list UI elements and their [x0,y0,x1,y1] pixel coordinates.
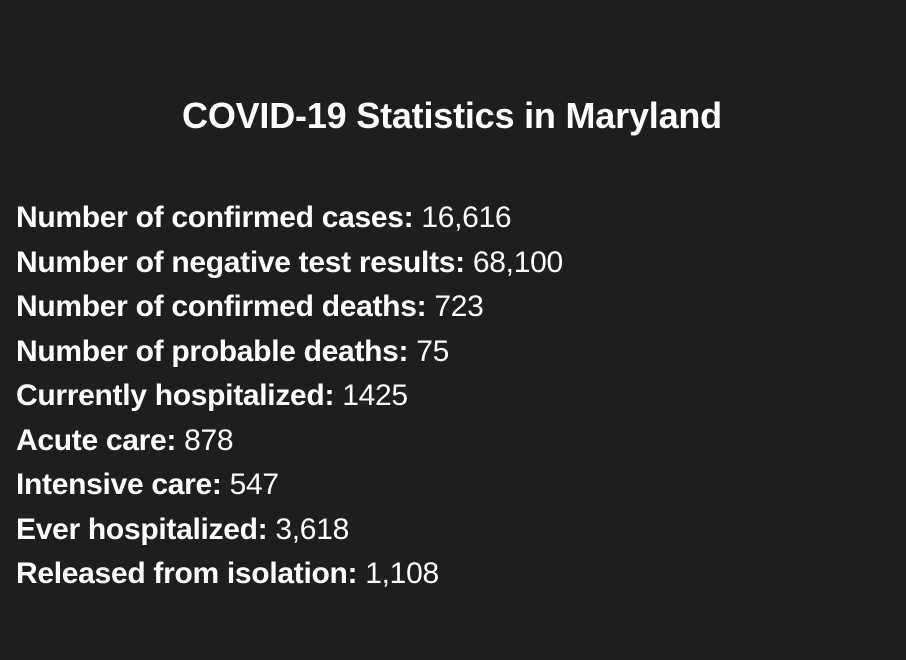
stat-label: Currently hospitalized: [16,379,335,412]
stat-label: Number of confirmed cases: [16,201,414,234]
stat-label: Intensive care: [16,468,222,501]
stat-value: 75 [416,334,450,368]
stat-label: Number of negative test results: [16,245,465,279]
stat-label: Ever hospitalized: [16,512,268,546]
stat-released-from-isolation: Released from isolation: 1,108 [16,552,563,597]
stat-label: Number of confirmed deaths: [16,290,427,323]
stat-ever-hospitalized: Ever hospitalized: 3,618 [16,508,563,553]
stat-intensive-care: Intensive care: 547 [16,463,563,508]
stat-label: Released from isolation: [16,557,358,590]
stat-confirmed-cases: Number of confirmed cases: 16,616 [16,196,563,241]
stat-confirmed-deaths: Number of confirmed deaths: 723 [16,285,563,330]
stat-value: 68,100 [472,245,563,279]
stat-value: 723 [434,290,484,323]
stat-value: 878 [184,423,234,457]
stats-list: Number of confirmed cases: 16,616 Number… [16,196,563,597]
stat-value: 3,618 [275,512,349,546]
stat-probable-deaths: Number of probable deaths: 75 [16,330,563,375]
stat-label: Acute care: [16,423,177,457]
stat-currently-hospitalized: Currently hospitalized: 1425 [16,374,563,419]
stat-value: 547 [229,468,279,501]
stat-acute-care: Acute care: 878 [16,419,563,464]
stat-value: 1,108 [365,557,439,590]
stat-value: 1425 [342,379,408,412]
stat-value: 16,616 [421,201,512,234]
stat-negative-test-results: Number of negative test results: 68,100 [16,241,563,286]
page-title: COVID-19 Statistics in Maryland [182,95,722,137]
stat-label: Number of probable deaths: [16,334,409,368]
